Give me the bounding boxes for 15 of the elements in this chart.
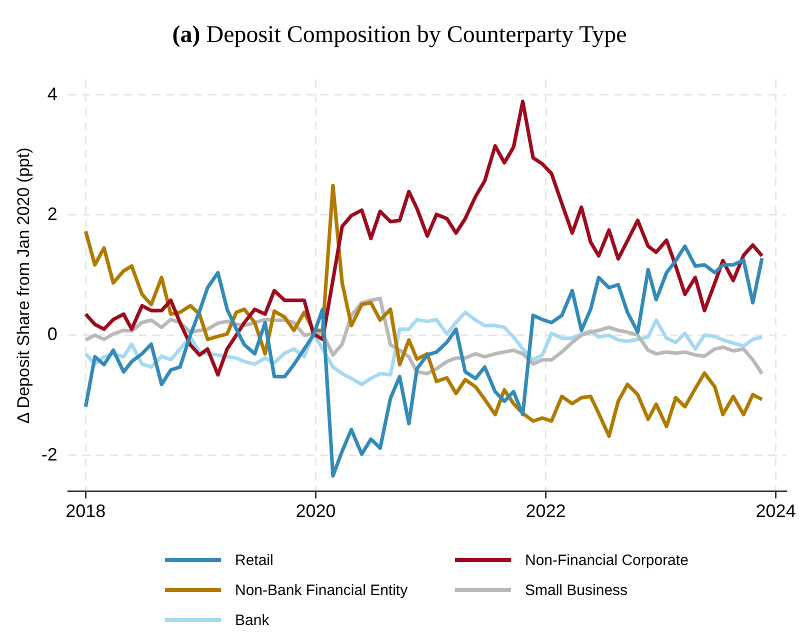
y-tick-label: -2 bbox=[41, 444, 58, 464]
x-tick-label: 2020 bbox=[296, 501, 336, 522]
legend-label: Non-Financial Corporate bbox=[525, 552, 688, 568]
x-tick-label: 2022 bbox=[526, 501, 566, 522]
chart-title: (a) Deposit Composition by Counterparty Type bbox=[171, 22, 628, 49]
y-tick-label: 4 bbox=[47, 84, 58, 104]
legend-label: Retail bbox=[235, 552, 274, 568]
x-tick-label: 2018 bbox=[66, 501, 106, 522]
legend-label: Small Business bbox=[525, 582, 628, 598]
legend-label: Non-Bank Financial Entity bbox=[235, 582, 408, 598]
x-tick-label: 2024 bbox=[756, 501, 796, 522]
y-axis-title: Δ Deposit Share from Jan 2020 (ppt) bbox=[14, 148, 33, 424]
y-tick-label: 0 bbox=[47, 324, 58, 344]
y-tick-label: 2 bbox=[47, 204, 58, 224]
legend-label: Bank bbox=[235, 612, 270, 628]
